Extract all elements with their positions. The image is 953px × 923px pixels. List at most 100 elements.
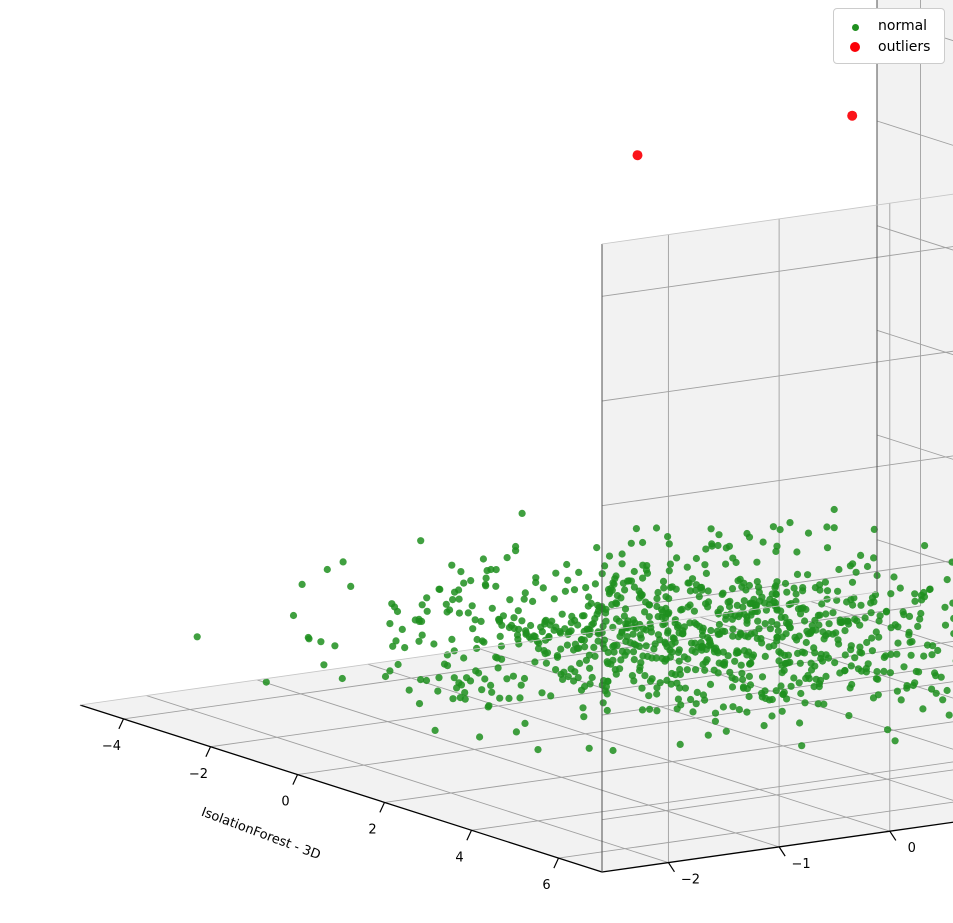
data-point-normal <box>591 580 600 588</box>
data-point-normal <box>557 645 565 653</box>
data-point-normal <box>608 601 616 609</box>
data-point-normal <box>816 581 824 589</box>
data-point-normal <box>599 622 607 630</box>
data-point-normal <box>565 628 573 636</box>
data-point-normal <box>653 690 661 698</box>
data-point-normal <box>347 582 355 591</box>
tick-mark <box>205 746 212 758</box>
data-point-normal <box>716 630 724 638</box>
data-point-normal <box>418 617 426 626</box>
data-point-normal <box>609 579 617 587</box>
legend[interactable]: normal outliers <box>833 8 945 64</box>
data-point-normal <box>646 620 654 628</box>
data-point-normal <box>739 675 747 684</box>
legend-item-normal[interactable]: normal <box>844 15 932 36</box>
data-point-normal <box>660 584 668 592</box>
scatter-series-outliers <box>632 110 858 161</box>
data-point-normal <box>729 703 737 711</box>
data-point-normal <box>945 711 953 719</box>
data-point-normal <box>464 609 472 617</box>
data-point-normal <box>797 604 805 613</box>
data-point-normal <box>758 689 766 697</box>
data-point-normal <box>298 580 306 589</box>
data-point-normal <box>937 673 945 681</box>
data-point-normal <box>822 672 830 681</box>
data-point-normal <box>864 660 872 668</box>
data-point-normal <box>768 695 776 704</box>
data-point-normal <box>392 637 400 645</box>
data-point-normal <box>743 651 751 659</box>
data-point-normal <box>548 617 556 625</box>
data-point-normal <box>684 603 692 611</box>
data-point-normal <box>923 641 932 649</box>
data-point-normal <box>497 642 505 650</box>
data-point-normal <box>722 727 730 735</box>
data-point-normal <box>574 674 582 682</box>
data-point-normal <box>699 624 707 632</box>
data-point-normal <box>636 589 645 598</box>
data-point-normal <box>804 671 812 680</box>
data-point-normal <box>666 583 675 592</box>
data-point-normal <box>580 713 588 721</box>
legend-item-outliers[interactable]: outliers <box>844 36 932 57</box>
data-point-normal <box>900 663 908 671</box>
data-point-normal <box>704 603 712 611</box>
ytick-label: −1 <box>792 857 811 872</box>
data-point-normal <box>450 674 458 682</box>
data-point-normal <box>386 667 394 675</box>
data-point-normal <box>887 590 895 598</box>
grid-backx-z <box>601 560 953 611</box>
data-point-normal <box>516 694 524 702</box>
data-point-normal <box>760 722 768 730</box>
grid-bottom-x <box>384 721 953 803</box>
xtick-label: 4 <box>455 850 463 865</box>
data-point-normal <box>801 617 809 625</box>
data-point-normal <box>522 627 530 635</box>
grid-bottom-x <box>297 681 953 776</box>
data-point-normal <box>701 696 709 704</box>
data-point-normal <box>477 617 485 626</box>
data-point-normal <box>541 620 549 628</box>
data-point-normal <box>653 595 661 603</box>
data-point-normal <box>708 542 716 550</box>
data-point-normal <box>916 615 924 623</box>
data-point-normal <box>645 692 653 700</box>
grid-bottom-y <box>367 663 890 832</box>
data-point-normal <box>905 631 913 639</box>
data-point-normal <box>570 586 579 594</box>
data-point-normal <box>725 542 734 550</box>
data-point-normal <box>449 596 457 604</box>
data-point-normal <box>571 668 579 676</box>
data-point-normal <box>674 648 683 657</box>
grid-backx-z <box>601 350 953 402</box>
data-point-normal <box>478 686 486 694</box>
data-point-normal <box>950 630 953 638</box>
data-point-normal <box>872 675 881 683</box>
data-point-normal <box>857 551 865 560</box>
data-point-normal <box>492 582 500 590</box>
data-point-normal <box>743 616 751 624</box>
data-point-normal <box>759 538 767 546</box>
data-point-normal <box>703 656 711 664</box>
axis-titles: IsolationForest - 3D <box>199 805 322 863</box>
data-point-normal <box>509 672 517 680</box>
data-point-normal <box>772 582 780 590</box>
data-point-normal <box>580 636 589 644</box>
data-point-normal <box>893 687 902 695</box>
data-point-normal <box>577 686 586 694</box>
data-point-normal <box>666 560 675 568</box>
data-point-normal <box>754 617 762 625</box>
legend-label-outliers: outliers <box>878 38 931 55</box>
data-point-normal <box>870 554 878 562</box>
data-point-normal <box>870 525 878 534</box>
data-point-normal <box>707 525 715 533</box>
data-point-normal <box>867 609 875 617</box>
data-point-normal <box>886 669 895 677</box>
data-point-normal <box>786 658 794 666</box>
data-point-normal <box>599 699 607 707</box>
data-point-normal <box>814 611 823 620</box>
data-point-normal <box>719 648 728 656</box>
data-point-normal <box>423 594 431 602</box>
